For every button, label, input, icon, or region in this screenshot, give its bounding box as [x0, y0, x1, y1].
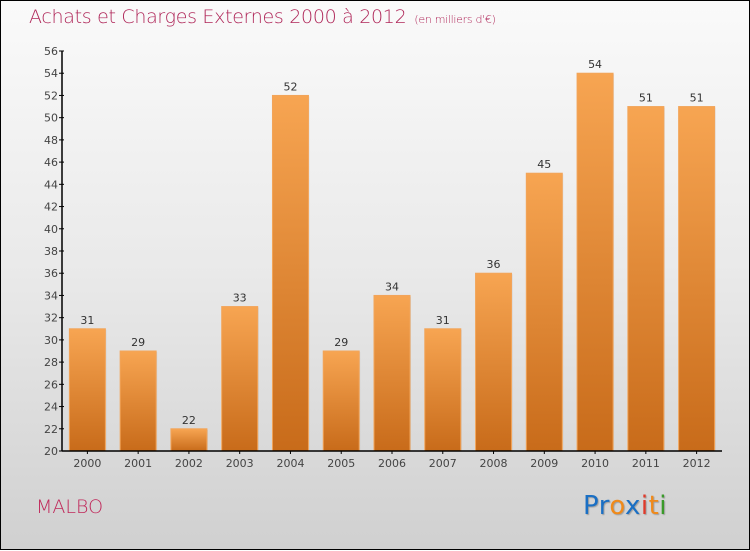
bar-2004	[271, 94, 309, 452]
y-tick-label: 24	[44, 401, 58, 414]
value-label: 51	[639, 92, 653, 105]
y-tick-label: 42	[44, 201, 58, 214]
proxiti-logo: Proxiti	[583, 491, 667, 521]
y-tick-label: 34	[44, 289, 58, 302]
logo-letter: t	[648, 491, 660, 521]
x-tick-label: 2000	[73, 457, 101, 470]
x-tick-label: 2001	[124, 457, 152, 470]
value-label: 33	[233, 292, 247, 305]
x-tick-label: 2004	[276, 457, 304, 470]
title-unit: (en milliers d'€)	[414, 13, 496, 26]
value-label: 52	[283, 80, 297, 93]
x-tick-label: 2009	[530, 457, 558, 470]
y-tick-label: 46	[44, 156, 58, 169]
x-tick-label: 2002	[175, 457, 203, 470]
value-label: 29	[334, 336, 348, 349]
x-tick-label: 2010	[581, 457, 609, 470]
value-label: 34	[385, 280, 399, 293]
value-label: 45	[537, 158, 551, 171]
x-axis: 2000 2001 2002 2003 2004 2005 2006 2007 2008 2009…	[62, 450, 722, 470]
bar-2003	[221, 306, 259, 452]
x-tick-label: 2007	[429, 457, 457, 470]
bar-2007	[424, 328, 462, 452]
value-label: 31	[80, 314, 94, 327]
value-label: 29	[131, 336, 145, 349]
logo-letter: o	[609, 491, 625, 521]
y-tick-label: 54	[44, 67, 58, 80]
y-tick-label: 56	[44, 45, 58, 58]
y-tick-label: 40	[44, 223, 58, 236]
x-tick-label: 2006	[378, 457, 406, 470]
logo-letter: i	[659, 491, 668, 521]
value-label: 22	[182, 414, 196, 427]
x-tick-label: 2005	[327, 457, 355, 470]
y-tick-label: 38	[44, 245, 58, 258]
value-label: 51	[690, 92, 704, 105]
y-axis: 20 22 24 26 28 30 32 34 36 38 40 42 44 46 48 50 52 54 56	[44, 45, 64, 458]
value-label: 31	[436, 314, 450, 327]
bar-2006	[373, 294, 411, 452]
y-tick-label: 44	[44, 178, 58, 191]
y-tick-label: 48	[44, 134, 58, 147]
bar-2000	[68, 328, 106, 452]
y-tick-label: 22	[44, 423, 58, 436]
y-tick-label: 20	[44, 445, 58, 458]
bar-2010	[576, 72, 614, 452]
y-tick-label: 26	[44, 378, 58, 391]
chart-title: Achats et Charges Externes 2000 à 2012 (e…	[29, 6, 496, 28]
bar-2005	[322, 350, 360, 452]
commune-name: MALBO	[36, 496, 104, 518]
x-tick-label: 2008	[480, 457, 508, 470]
bar-2002	[170, 428, 208, 452]
bar-2008	[475, 272, 513, 452]
y-tick-label: 28	[44, 356, 58, 369]
bars-group: 31 29 22 33 52 29 34 31 36 45 54 51 51	[68, 58, 716, 452]
x-tick-label: 2003	[226, 457, 254, 470]
value-label: 54	[588, 58, 602, 71]
value-label: 36	[487, 258, 501, 271]
y-tick-label: 36	[44, 267, 58, 280]
logo-letter: r	[598, 491, 610, 521]
logo-letter: i	[640, 491, 649, 521]
y-tick-label: 30	[44, 334, 58, 347]
bar-2012	[678, 106, 716, 452]
logo-letter: P	[583, 491, 599, 521]
y-tick-label: 52	[44, 89, 58, 102]
bar-2001	[119, 350, 157, 452]
bar-2009	[525, 172, 563, 452]
y-tick-label: 50	[44, 112, 58, 125]
y-tick-label: 32	[44, 312, 58, 325]
title-text: Achats et Charges Externes 2000 à 2012	[29, 6, 407, 28]
logo-letter: x	[624, 491, 641, 521]
x-tick-label: 2012	[683, 457, 711, 470]
x-tick-label: 2011	[632, 457, 660, 470]
bar-2011	[627, 106, 665, 452]
